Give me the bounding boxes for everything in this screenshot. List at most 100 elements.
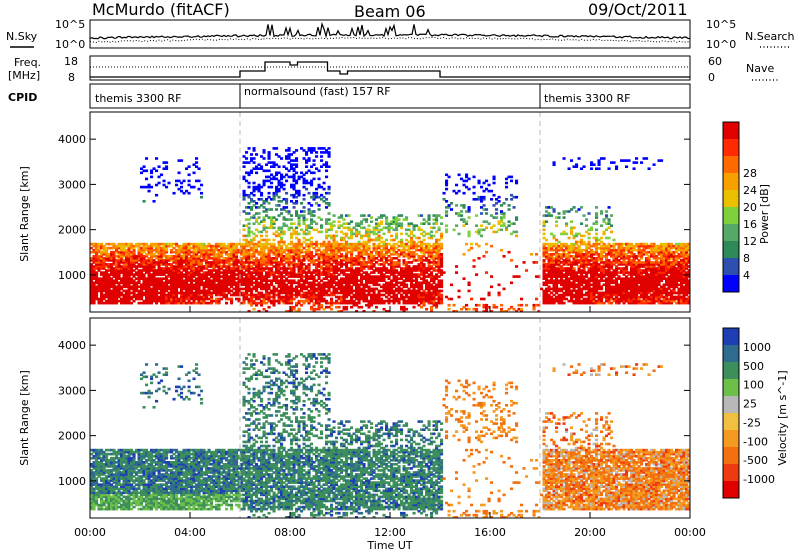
power-cell: [357, 242, 361, 246]
power-cell: [162, 244, 166, 248]
power-cell: [332, 301, 336, 305]
power-cell: [252, 299, 256, 303]
power-cell: [162, 293, 166, 297]
power-cell: [322, 299, 326, 303]
power-cell: [437, 299, 441, 303]
power-cell: [172, 293, 176, 297]
power-cell: [235, 250, 239, 254]
power-cell: [300, 250, 304, 254]
power-cell: [150, 171, 154, 175]
power-cell: [90, 289, 94, 293]
power-cell: [432, 289, 436, 293]
power-cell: [502, 222, 506, 225]
power-cell: [352, 246, 356, 250]
power-cell: [432, 226, 436, 230]
power-cell: [120, 281, 124, 285]
power-cell: [167, 291, 171, 295]
power-cell: [420, 283, 424, 287]
power-cell: [90, 265, 94, 268]
power-cell: [340, 265, 344, 268]
power-cell: [280, 283, 284, 287]
power-cell: [137, 295, 141, 299]
power-cell: [140, 291, 144, 295]
power-cell: [237, 248, 241, 252]
power-cell: [295, 250, 299, 254]
power-cell: [367, 214, 371, 217]
power-cell: [365, 303, 369, 307]
power-cell: [195, 285, 199, 289]
power-cell: [257, 240, 261, 244]
power-cell: [555, 299, 559, 303]
power-cell: [135, 242, 139, 246]
power-cell: [147, 248, 151, 252]
power-cell: [200, 261, 204, 264]
power-cell: [260, 285, 264, 289]
power-cell: [242, 283, 246, 287]
power-cell: [247, 287, 251, 291]
power-cell: [125, 255, 129, 258]
power-cell: [222, 279, 226, 282]
power-cell: [270, 269, 274, 272]
power-cell: [197, 301, 201, 305]
power-cell: [427, 261, 431, 264]
power-cell: [217, 263, 221, 266]
power-cell: [125, 273, 129, 276]
power-cell: [360, 248, 364, 252]
power-cell: [400, 250, 404, 254]
power-cell: [475, 230, 479, 234]
power-cell: [137, 255, 141, 258]
power-cell: [237, 265, 241, 268]
power-cell: [545, 267, 549, 270]
power-cell: [462, 220, 466, 223]
power-cell: [275, 275, 279, 278]
power-cell: [282, 208, 286, 211]
power-cell: [242, 293, 246, 297]
power-cell: [217, 291, 221, 295]
power-cell: [245, 157, 249, 160]
power-cell: [375, 248, 379, 252]
power-cell: [407, 255, 411, 258]
power-cell: [295, 291, 299, 295]
power-cell: [475, 303, 479, 307]
power-cell: [270, 222, 274, 225]
power-cell: [230, 281, 234, 285]
power-cell: [272, 220, 276, 223]
power-cell: [127, 273, 131, 276]
power-cell: [272, 242, 276, 246]
power-cell: [160, 291, 164, 295]
power-cell: [130, 291, 134, 295]
power-cell: [480, 198, 484, 201]
power-cell: [500, 212, 504, 215]
power-cell: [260, 250, 264, 254]
power-cell: [440, 285, 444, 289]
power-cell: [560, 253, 564, 256]
power-cell: [395, 253, 399, 256]
power-cell: [297, 224, 301, 227]
power-cell: [90, 275, 94, 278]
power-cell: [230, 271, 234, 274]
power-cell: [420, 228, 424, 232]
power-cell: [297, 240, 301, 244]
power-cell: [340, 259, 344, 262]
power-cell: [162, 273, 166, 276]
power-cell: [277, 179, 281, 183]
power-cell: [435, 303, 439, 307]
power-cell: [422, 279, 426, 282]
power-cell: [95, 253, 99, 256]
power-cell: [200, 291, 204, 295]
power-cell: [242, 295, 246, 299]
power-cell: [560, 248, 564, 252]
power-cell: [242, 246, 246, 250]
power-cell: [395, 263, 399, 266]
power-cell: [350, 253, 354, 256]
power-cell: [397, 281, 401, 285]
power-cell: [237, 283, 241, 287]
power-cell: [547, 242, 551, 246]
power-cell: [175, 281, 179, 285]
power-cell: [440, 279, 444, 282]
power-cell: [547, 248, 551, 252]
power-cell: [310, 277, 314, 280]
power-cell: [235, 291, 239, 295]
power-cell: [372, 269, 376, 272]
power-cell: [392, 250, 396, 254]
